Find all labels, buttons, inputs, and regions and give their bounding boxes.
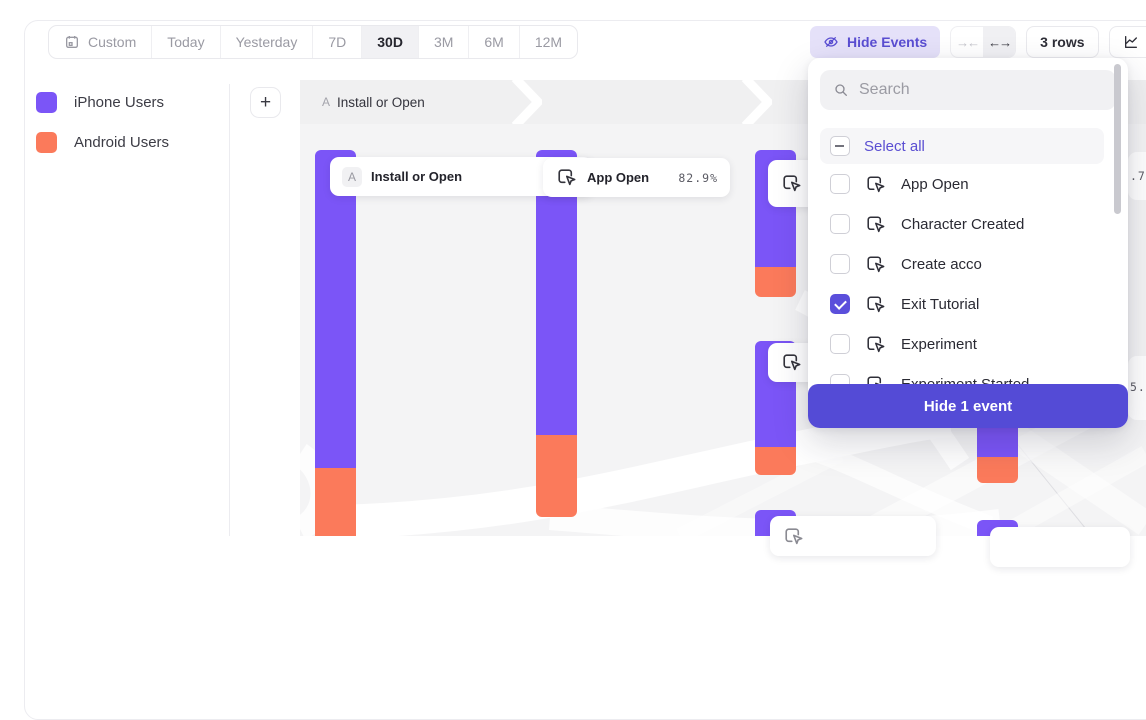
- step-card-partial-4[interactable]: [990, 527, 1130, 567]
- date-range-custom[interactable]: Custom: [49, 26, 152, 58]
- app-open-event-icon: [780, 172, 803, 195]
- bar-step3a-android[interactable]: [755, 267, 796, 297]
- edge-card-percent-top: .7%: [1128, 152, 1146, 200]
- android-users-label: Android Users: [74, 134, 169, 151]
- android-users-swatch: [36, 132, 57, 153]
- checkbox[interactable]: [830, 334, 850, 354]
- bar-step4-iphone[interactable]: [977, 428, 1018, 457]
- event-item-app-open[interactable]: App Open: [820, 164, 1112, 204]
- hide-events-button[interactable]: Hide Events: [810, 26, 940, 58]
- chevron-right-icon: [512, 80, 542, 124]
- rows-label: 3 rows: [1040, 34, 1084, 50]
- date-range-control: Custom Today Yesterday 7D 30D 3M 6M 12M: [48, 25, 578, 59]
- date-range-30d[interactable]: 30D: [362, 26, 419, 58]
- event-icon: [864, 173, 887, 196]
- app-open-event-icon: [782, 525, 805, 548]
- bar-step2-android[interactable]: [536, 435, 577, 517]
- checkbox[interactable]: [830, 174, 850, 194]
- event-item-experiment[interactable]: Experiment: [820, 324, 1112, 364]
- checkbox[interactable]: [830, 254, 850, 274]
- app-open-event-icon: [780, 351, 803, 374]
- search-icon: [833, 82, 849, 98]
- step-card-app-open[interactable]: App Open 82.9%: [543, 158, 730, 197]
- chevron-right-icon: [742, 80, 772, 124]
- step-name: Install or Open: [337, 95, 425, 110]
- rows-button[interactable]: 3 rows: [1026, 26, 1098, 58]
- date-range-yesterday[interactable]: Yesterday: [221, 26, 314, 58]
- hide-events-label: Hide Events: [847, 34, 927, 50]
- add-step-button[interactable]: +: [250, 87, 281, 118]
- event-icon: [864, 213, 887, 236]
- event-item-character-created[interactable]: Character Created: [820, 204, 1112, 244]
- expand-columns-button[interactable]: ←→: [983, 27, 1015, 57]
- users-chart-button[interactable]: U: [1109, 26, 1146, 58]
- event-badge-a: A: [342, 167, 362, 187]
- date-range-12m[interactable]: 12M: [520, 26, 577, 58]
- date-range-today[interactable]: Today: [152, 26, 220, 58]
- hide-event-submit-button[interactable]: Hide 1 event: [808, 384, 1128, 428]
- step-header-label: A Install or Open: [300, 95, 425, 110]
- select-all-checkbox[interactable]: [830, 136, 850, 156]
- dropdown-scrollbar[interactable]: [1114, 64, 1121, 214]
- event-icon: [864, 293, 887, 316]
- toolbar-right: Hide Events →← ←→ 3 rows U: [810, 26, 1146, 58]
- step-card-partial-3[interactable]: [770, 516, 936, 556]
- legend-item-android[interactable]: Android Users: [36, 132, 169, 153]
- line-chart-icon: [1123, 34, 1139, 50]
- edge-card-percent-bottom: 5.7%: [1128, 356, 1146, 420]
- search-input[interactable]: [859, 81, 1103, 99]
- date-range-6m[interactable]: 6M: [469, 26, 519, 58]
- search-box: [820, 70, 1116, 110]
- column-width-control: →← ←→: [950, 26, 1016, 58]
- step-percent: 82.9%: [678, 171, 718, 185]
- checkbox[interactable]: [830, 214, 850, 234]
- legend-divider: [229, 84, 230, 536]
- checkbox-checked[interactable]: [830, 294, 850, 314]
- date-range-label: Custom: [88, 34, 136, 50]
- date-range-3m[interactable]: 3M: [419, 26, 469, 58]
- date-range-7d[interactable]: 7D: [313, 26, 362, 58]
- iphone-users-label: iPhone Users: [74, 94, 164, 111]
- iphone-users-swatch: [36, 92, 57, 113]
- step-badge: A: [322, 95, 330, 109]
- legend-item-iphone[interactable]: iPhone Users: [36, 92, 164, 113]
- select-all-row[interactable]: Select all: [820, 128, 1104, 164]
- collapse-columns-button[interactable]: →←: [951, 27, 983, 57]
- bar-step1-android[interactable]: [315, 468, 356, 536]
- event-icon: [864, 333, 887, 356]
- expand-icon: ←→: [988, 35, 1010, 50]
- event-item-create-account[interactable]: Create acco: [820, 244, 1112, 284]
- eye-off-icon: [823, 34, 839, 50]
- bar-step4-android[interactable]: [977, 457, 1018, 483]
- event-icon: [864, 253, 887, 276]
- bar-step3b-android[interactable]: [755, 447, 796, 475]
- event-item-exit-tutorial[interactable]: Exit Tutorial: [820, 284, 1112, 324]
- hide-events-dropdown: Select all App Open Character Created Cr…: [808, 58, 1128, 428]
- calendar-icon: [64, 34, 80, 50]
- collapse-icon: →←: [956, 35, 978, 50]
- bar-step1-iphone[interactable]: [315, 150, 356, 468]
- app-open-event-icon: [555, 166, 578, 189]
